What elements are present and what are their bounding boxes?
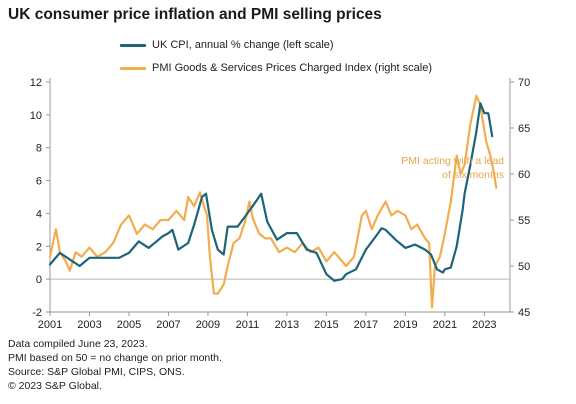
footnote-copyright: © 2023 S&P Global. — [8, 380, 102, 392]
x-axis-tick-label: 2007 — [156, 319, 180, 331]
x-axis-tick-label: 2005 — [117, 319, 141, 331]
right-axis-tick-label: 70 — [518, 77, 530, 89]
annotation-text-line2: of six months — [442, 169, 504, 181]
right-axis-tick-label: 50 — [518, 261, 530, 273]
legend-label-pmi: PMI Goods & Services Prices Charged Inde… — [152, 62, 433, 74]
chart-title: UK consumer price inflation and PMI sell… — [8, 6, 382, 23]
footnote-compiled: Data compiled June 23, 2023. — [8, 338, 148, 350]
legend-swatch-pmi — [120, 66, 146, 70]
x-axis-tick-label: 2021 — [433, 319, 457, 331]
left-axis-tick-label: -2 — [32, 307, 42, 319]
x-axis-tick-label: 2023 — [472, 319, 496, 331]
x-axis-tick-label: 2003 — [77, 319, 101, 331]
legend-item-cpi: UK CPI, annual % change (left scale) — [120, 39, 334, 51]
footnote-source: Source: S&P Global PMI, CIPS, ONS. — [8, 366, 185, 378]
footnote-pmi-basis: PMI based on 50 = no change on prior mon… — [8, 352, 222, 364]
legend-label-cpi: UK CPI, annual % change (left scale) — [152, 39, 334, 51]
x-axis-tick-label: 2017 — [354, 319, 378, 331]
left-axis-tick-label: 4 — [36, 208, 42, 220]
left-axis-tick-label: 2 — [36, 241, 42, 253]
right-axis-tick-label: 45 — [518, 307, 530, 319]
left-axis-tick-label: 10 — [30, 110, 42, 122]
x-axis-tick-label: 2013 — [275, 319, 299, 331]
x-axis-tick-label: 2019 — [393, 319, 417, 331]
x-axis-tick-label: 2009 — [196, 319, 220, 331]
x-axis-tick-label: 2001 — [38, 319, 62, 331]
left-axis-tick-label: 6 — [36, 176, 42, 188]
left-axis-tick-label: 8 — [36, 143, 42, 155]
series-line-cpi — [48, 102, 494, 282]
left-axis-tick-label: 12 — [30, 77, 42, 89]
left-axis-tick-label: 0 — [36, 274, 42, 286]
right-axis-tick-label: 55 — [518, 215, 530, 227]
series-line-pmi — [48, 94, 498, 309]
right-axis-tick-label: 65 — [518, 123, 530, 135]
legend-swatch-cpi — [120, 43, 146, 47]
annotation-text-line1: PMI acting with a lead — [401, 155, 504, 167]
x-axis-tick-label: 2011 — [236, 319, 260, 331]
legend-item-pmi: PMI Goods & Services Prices Charged Inde… — [120, 62, 432, 74]
x-axis-tick-label: 2015 — [314, 319, 338, 331]
right-axis-tick-label: 60 — [518, 169, 530, 181]
